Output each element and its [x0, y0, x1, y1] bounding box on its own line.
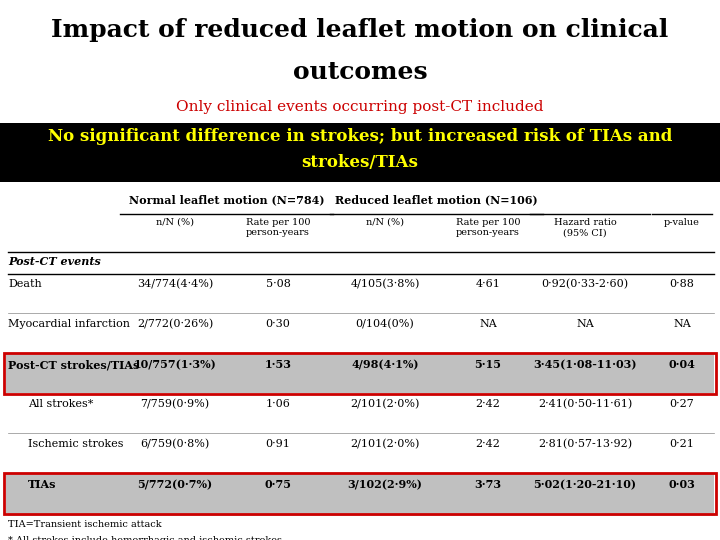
Text: Rate per 100
person-years: Rate per 100 person-years: [246, 218, 310, 238]
Text: Ischemic strokes: Ischemic strokes: [28, 439, 124, 449]
Bar: [6, 354, 714, 393]
Text: 0/104(0%): 0/104(0%): [356, 319, 415, 329]
Text: 0·92(0·33-2·60): 0·92(0·33-2·60): [541, 279, 629, 289]
Text: 0·03: 0·03: [669, 479, 696, 490]
Text: Post-CT events: Post-CT events: [8, 256, 101, 267]
Text: 1·53: 1·53: [264, 359, 292, 370]
Text: NA: NA: [479, 319, 497, 329]
Bar: [6, 474, 714, 513]
Text: 2/772(0·26%): 2/772(0·26%): [137, 319, 213, 329]
Text: * All strokes include hemorrhagic and ischemic strokes: * All strokes include hemorrhagic and is…: [8, 536, 282, 540]
Text: 4·61: 4·61: [476, 279, 500, 289]
Text: Normal leaflet motion (N=784): Normal leaflet motion (N=784): [129, 194, 324, 205]
Text: 2·42: 2·42: [476, 399, 500, 409]
Text: 2·42: 2·42: [476, 439, 500, 449]
Text: 3·73: 3·73: [474, 479, 502, 490]
Text: Only clinical events occurring post-CT included: Only clinical events occurring post-CT i…: [176, 100, 544, 114]
Text: 5/772(0·7%): 5/772(0·7%): [138, 479, 212, 490]
Text: Reduced leaflet motion (N=106): Reduced leaflet motion (N=106): [336, 194, 538, 205]
Text: 7/759(0·9%): 7/759(0·9%): [140, 399, 210, 409]
Text: 1·06: 1·06: [266, 399, 290, 409]
Text: 0·88: 0·88: [670, 279, 694, 289]
Text: strokes/TIAs: strokes/TIAs: [302, 154, 418, 171]
Bar: [4, 473, 716, 514]
Text: 2·41(0·50-11·61): 2·41(0·50-11·61): [538, 399, 632, 409]
Text: n/N (%): n/N (%): [366, 218, 404, 227]
Text: Death: Death: [8, 279, 42, 289]
Text: 0·27: 0·27: [670, 399, 694, 409]
Text: Hazard ratio
(95% CI): Hazard ratio (95% CI): [554, 218, 616, 238]
Text: Myocardial infarction: Myocardial infarction: [8, 319, 130, 329]
Text: TIA=Transient ischemic attack: TIA=Transient ischemic attack: [8, 520, 161, 529]
Text: NA: NA: [673, 319, 691, 329]
Text: 0·21: 0·21: [670, 439, 694, 449]
Text: 34/774(4·4%): 34/774(4·4%): [137, 279, 213, 289]
Text: 2·81(0·57-13·92): 2·81(0·57-13·92): [538, 439, 632, 449]
Text: 3·45(1·08-11·03): 3·45(1·08-11·03): [534, 359, 636, 370]
Text: 4/98(4·1%): 4/98(4·1%): [351, 359, 419, 370]
Text: TIAs: TIAs: [28, 479, 56, 490]
Bar: [0, 123, 720, 182]
Bar: [4, 353, 716, 394]
Text: No significant difference in strokes; but increased risk of TIAs and: No significant difference in strokes; bu…: [48, 128, 672, 145]
Text: n/N (%): n/N (%): [156, 218, 194, 227]
Text: 6/759(0·8%): 6/759(0·8%): [140, 439, 210, 449]
Text: 4/105(3·8%): 4/105(3·8%): [351, 279, 420, 289]
Text: All strokes*: All strokes*: [28, 399, 94, 409]
Text: 2/101(2·0%): 2/101(2·0%): [351, 399, 420, 409]
Text: 5·02(1·20-21·10): 5·02(1·20-21·10): [534, 479, 636, 490]
Text: Post-CT strokes/TIAs: Post-CT strokes/TIAs: [8, 359, 140, 370]
Text: outcomes: outcomes: [293, 60, 427, 84]
Text: NA: NA: [576, 319, 594, 329]
Text: 5·15: 5·15: [474, 359, 502, 370]
Text: Rate per 100
person-years: Rate per 100 person-years: [456, 218, 521, 238]
Text: 3/102(2·9%): 3/102(2·9%): [348, 479, 423, 490]
Text: 5·08: 5·08: [266, 279, 290, 289]
Text: Impact of reduced leaflet motion on clinical: Impact of reduced leaflet motion on clin…: [51, 18, 669, 42]
Text: p-value: p-value: [664, 218, 700, 227]
Text: 0·75: 0·75: [264, 479, 292, 490]
Text: 0·04: 0·04: [669, 359, 696, 370]
Text: 2/101(2·0%): 2/101(2·0%): [351, 439, 420, 449]
Text: 10/757(1·3%): 10/757(1·3%): [134, 359, 217, 370]
Text: 0·30: 0·30: [266, 319, 290, 329]
Text: 0·91: 0·91: [266, 439, 290, 449]
